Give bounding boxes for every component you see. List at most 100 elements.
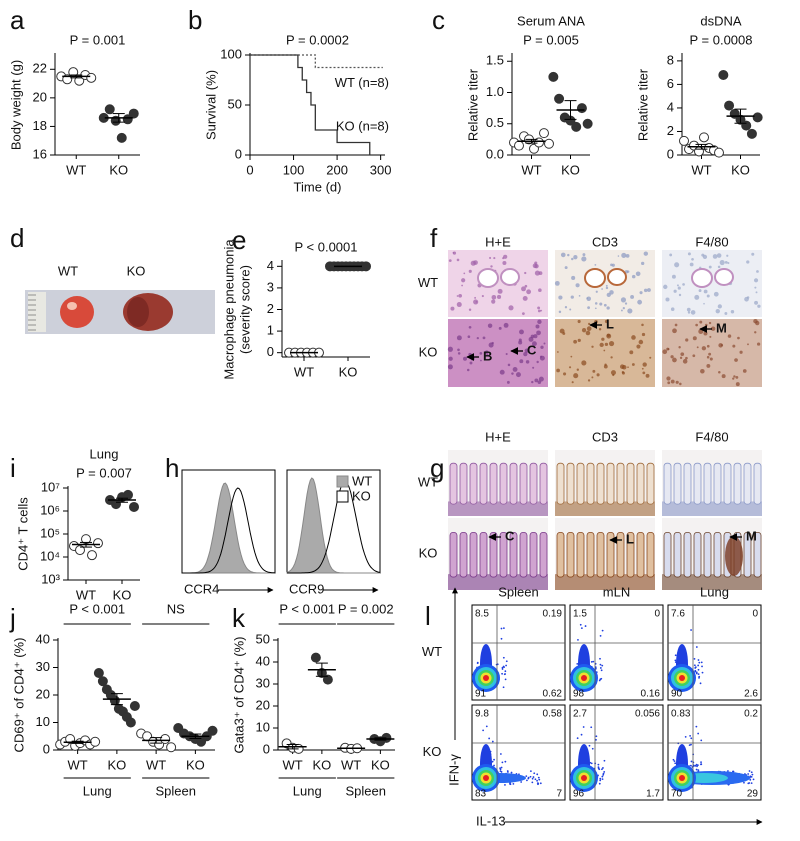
flow-event (584, 625, 587, 627)
flow-event (500, 637, 503, 640)
p-value: P = 0.0002 (286, 32, 349, 47)
quadrant-value: 8.5 (475, 609, 489, 620)
villus (556, 532, 565, 578)
tissue-texture (519, 359, 524, 364)
quadrant-value: 0.056 (635, 709, 660, 720)
villus (519, 532, 528, 578)
tissue-texture (470, 260, 476, 266)
data-point (534, 137, 544, 148)
flow-event (504, 678, 507, 681)
tissue-texture (521, 312, 525, 316)
lung-wt-highlight (67, 302, 77, 310)
data-point (582, 118, 593, 129)
tissue-texture (524, 348, 529, 353)
tissue-texture (554, 280, 560, 286)
tissue-texture (698, 329, 704, 335)
flow-event (576, 662, 579, 665)
y-tick-label: 0 (263, 741, 270, 756)
data-point (322, 674, 333, 685)
image-annotation: M (746, 528, 757, 543)
tissue-texture (604, 319, 609, 324)
row-label: KO (419, 545, 438, 560)
tissue-texture (704, 323, 708, 327)
macrophage-cluster (725, 536, 743, 576)
flow-event (504, 670, 507, 673)
tissue-texture (537, 309, 541, 313)
data-point (539, 128, 549, 139)
flow-event (674, 659, 677, 662)
data-point (741, 120, 752, 131)
column-header: CD3 (592, 429, 618, 444)
villus (616, 462, 625, 505)
tissue-texture (447, 364, 453, 370)
tissue-texture (757, 342, 761, 346)
tissue-texture (627, 308, 633, 314)
flow-event (503, 666, 505, 669)
density (581, 675, 587, 681)
tissue-texture (670, 307, 675, 311)
tissue-texture (507, 363, 511, 367)
flow-event (501, 672, 503, 675)
flow-event (750, 771, 753, 774)
tissue-texture (701, 253, 705, 257)
image-annotation: L (626, 531, 634, 546)
tissue-texture (508, 305, 514, 311)
flow-event (509, 783, 512, 786)
tissue-texture (717, 265, 721, 269)
data-point (544, 138, 554, 149)
tissue-texture (687, 252, 691, 256)
flow-event (577, 638, 579, 641)
flow-event (580, 733, 583, 736)
flow-event (576, 737, 579, 740)
data-point (554, 93, 565, 104)
density (679, 775, 685, 781)
tissue-texture (692, 336, 697, 341)
flow-event (590, 726, 593, 729)
tissue-texture (706, 363, 711, 368)
tissue-texture (522, 295, 528, 301)
tissue-texture (567, 253, 570, 257)
x-tick-label: WT (341, 757, 361, 772)
density (581, 775, 587, 781)
x-tick-label: KO (107, 757, 126, 772)
flow-event (591, 747, 594, 750)
tissue-texture (598, 328, 602, 331)
data-point (129, 501, 139, 512)
villus (509, 462, 518, 505)
tissue-texture (502, 260, 507, 265)
villus (479, 532, 488, 578)
tissue-texture (755, 291, 758, 294)
flow-event (601, 629, 604, 632)
tissue-texture (559, 328, 565, 334)
tissue-texture (468, 352, 472, 357)
quadrant-value: 9.8 (475, 709, 489, 720)
data-point (752, 112, 763, 123)
tissue-texture (662, 349, 668, 355)
tissue-texture (755, 320, 760, 326)
flow-event (749, 775, 752, 778)
tissue-texture (701, 346, 707, 351)
tissue-texture (620, 309, 623, 312)
x-axis-label: Time (d) (294, 179, 342, 194)
tissue-texture (588, 322, 591, 325)
density (483, 775, 489, 781)
tissue-texture (721, 374, 726, 379)
y-tick-label: 4 (667, 99, 674, 114)
tissue-texture (680, 352, 685, 357)
flow-event (695, 671, 698, 674)
tissue-texture (732, 344, 736, 348)
flow-event (690, 629, 692, 631)
flow-event (482, 729, 485, 732)
tissue-texture (682, 359, 688, 364)
flow-event (504, 760, 507, 763)
flow-event (695, 763, 698, 766)
x-tick-label: WT (146, 757, 166, 772)
tissue-texture (596, 373, 600, 377)
flow-event (580, 627, 583, 630)
tissue-texture (698, 289, 702, 293)
y-tick-label: 8 (667, 52, 674, 67)
tissue-texture (468, 325, 472, 329)
flow-event (595, 735, 598, 738)
tissue-texture (709, 335, 712, 338)
row-label: WT (418, 275, 438, 290)
